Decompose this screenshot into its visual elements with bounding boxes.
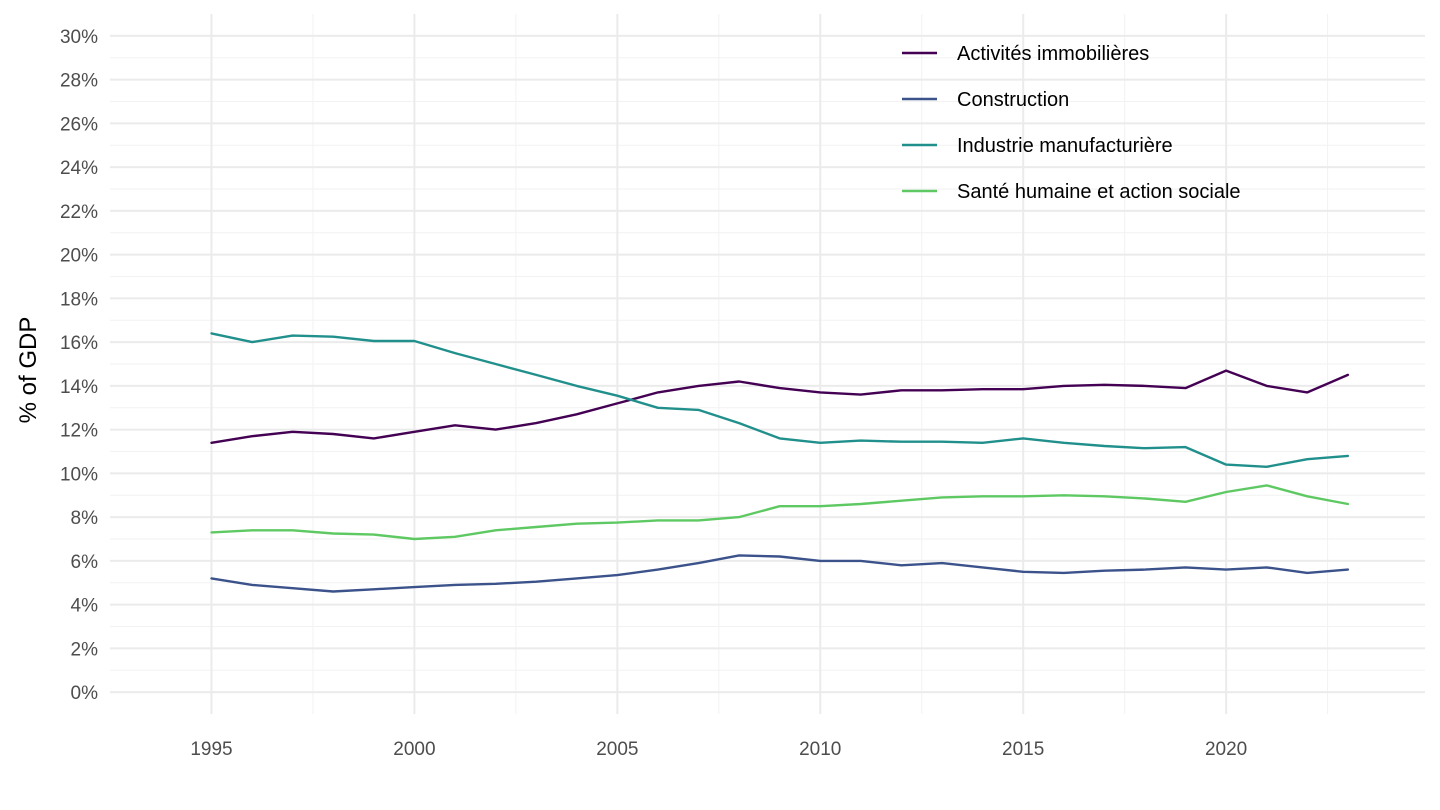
x-tick-label: 2015 (1002, 739, 1044, 760)
y-tick-label: 2% (71, 639, 99, 660)
y-tick-label: 16% (60, 333, 98, 354)
legend: Activités immobilières Construction Indust… (902, 43, 1241, 203)
y-tick-label: 24% (60, 158, 98, 179)
y-axis-title: % of GDP (15, 317, 42, 424)
series-line-sante-humaine-et-action-sociale (210, 484, 1350, 541)
x-tick-label: 1995 (190, 739, 232, 760)
y-tick-label: 30% (60, 27, 98, 48)
series-line-industrie-manufacturiere (210, 332, 1350, 468)
y-axis-tick-labels: 0% 2% 4% 6% 8% 10% 12% 14% 16% 18% 20% 22% 24% 26% 28%… (60, 27, 98, 704)
series-line-construction (210, 554, 1350, 593)
y-tick-label: 10% (60, 464, 98, 485)
x-tick-label: 2010 (799, 739, 841, 760)
legend-label-construction: Construction (957, 89, 1069, 111)
y-tick-label: 28% (60, 71, 98, 92)
y-tick-label: 12% (60, 421, 98, 442)
legend-label-sante-humaine-et-action-sociale: Santé humaine et action sociale (957, 181, 1241, 203)
y-tick-label: 26% (60, 114, 98, 135)
y-tick-label: 6% (71, 552, 99, 573)
x-tick-label: 2005 (596, 739, 638, 760)
legend-label-activites-immobilieres: Activités immobilières (957, 43, 1149, 65)
y-tick-label: 0% (71, 683, 99, 704)
y-tick-label: 20% (60, 246, 98, 267)
y-tick-label: 18% (60, 289, 98, 310)
x-tick-label: 2020 (1205, 739, 1247, 760)
x-axis-tick-labels: 1995 2000 2005 2010 2015 2020 (190, 739, 1247, 760)
legend-label-industrie-manufacturiere: Industrie manufacturière (957, 135, 1173, 157)
x-tick-label: 2000 (393, 739, 435, 760)
y-tick-label: 14% (60, 377, 98, 398)
series-line-activites-immobilieres (210, 369, 1350, 444)
series-lines (210, 332, 1350, 593)
y-tick-label: 4% (71, 596, 99, 617)
y-tick-label: 22% (60, 202, 98, 223)
y-tick-label: 8% (71, 508, 99, 529)
grid (110, 14, 1425, 714)
